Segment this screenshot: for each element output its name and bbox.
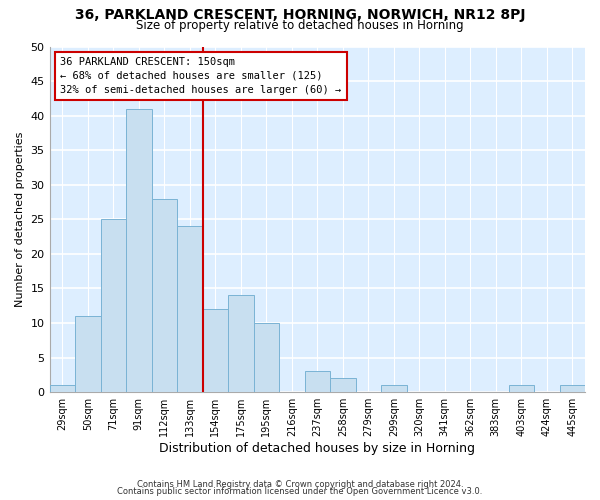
Text: Size of property relative to detached houses in Horning: Size of property relative to detached ho…: [136, 19, 464, 32]
Bar: [203, 309, 228, 392]
Bar: [330, 378, 356, 392]
Text: 36, PARKLAND CRESCENT, HORNING, NORWICH, NR12 8PJ: 36, PARKLAND CRESCENT, HORNING, NORWICH,…: [75, 8, 525, 22]
Bar: [509, 386, 534, 392]
Bar: [254, 323, 279, 392]
Text: Contains public sector information licensed under the Open Government Licence v3: Contains public sector information licen…: [118, 487, 482, 496]
Bar: [177, 226, 203, 392]
Bar: [152, 198, 177, 392]
Text: Contains HM Land Registry data © Crown copyright and database right 2024.: Contains HM Land Registry data © Crown c…: [137, 480, 463, 489]
Y-axis label: Number of detached properties: Number of detached properties: [15, 132, 25, 307]
Bar: [228, 296, 254, 392]
Bar: [75, 316, 101, 392]
Bar: [381, 386, 407, 392]
Bar: [101, 220, 126, 392]
Bar: [50, 386, 75, 392]
Text: 36 PARKLAND CRESCENT: 150sqm
← 68% of detached houses are smaller (125)
32% of s: 36 PARKLAND CRESCENT: 150sqm ← 68% of de…: [60, 57, 341, 95]
X-axis label: Distribution of detached houses by size in Horning: Distribution of detached houses by size …: [159, 442, 475, 455]
Bar: [305, 372, 330, 392]
Bar: [560, 386, 585, 392]
Bar: [126, 108, 152, 392]
